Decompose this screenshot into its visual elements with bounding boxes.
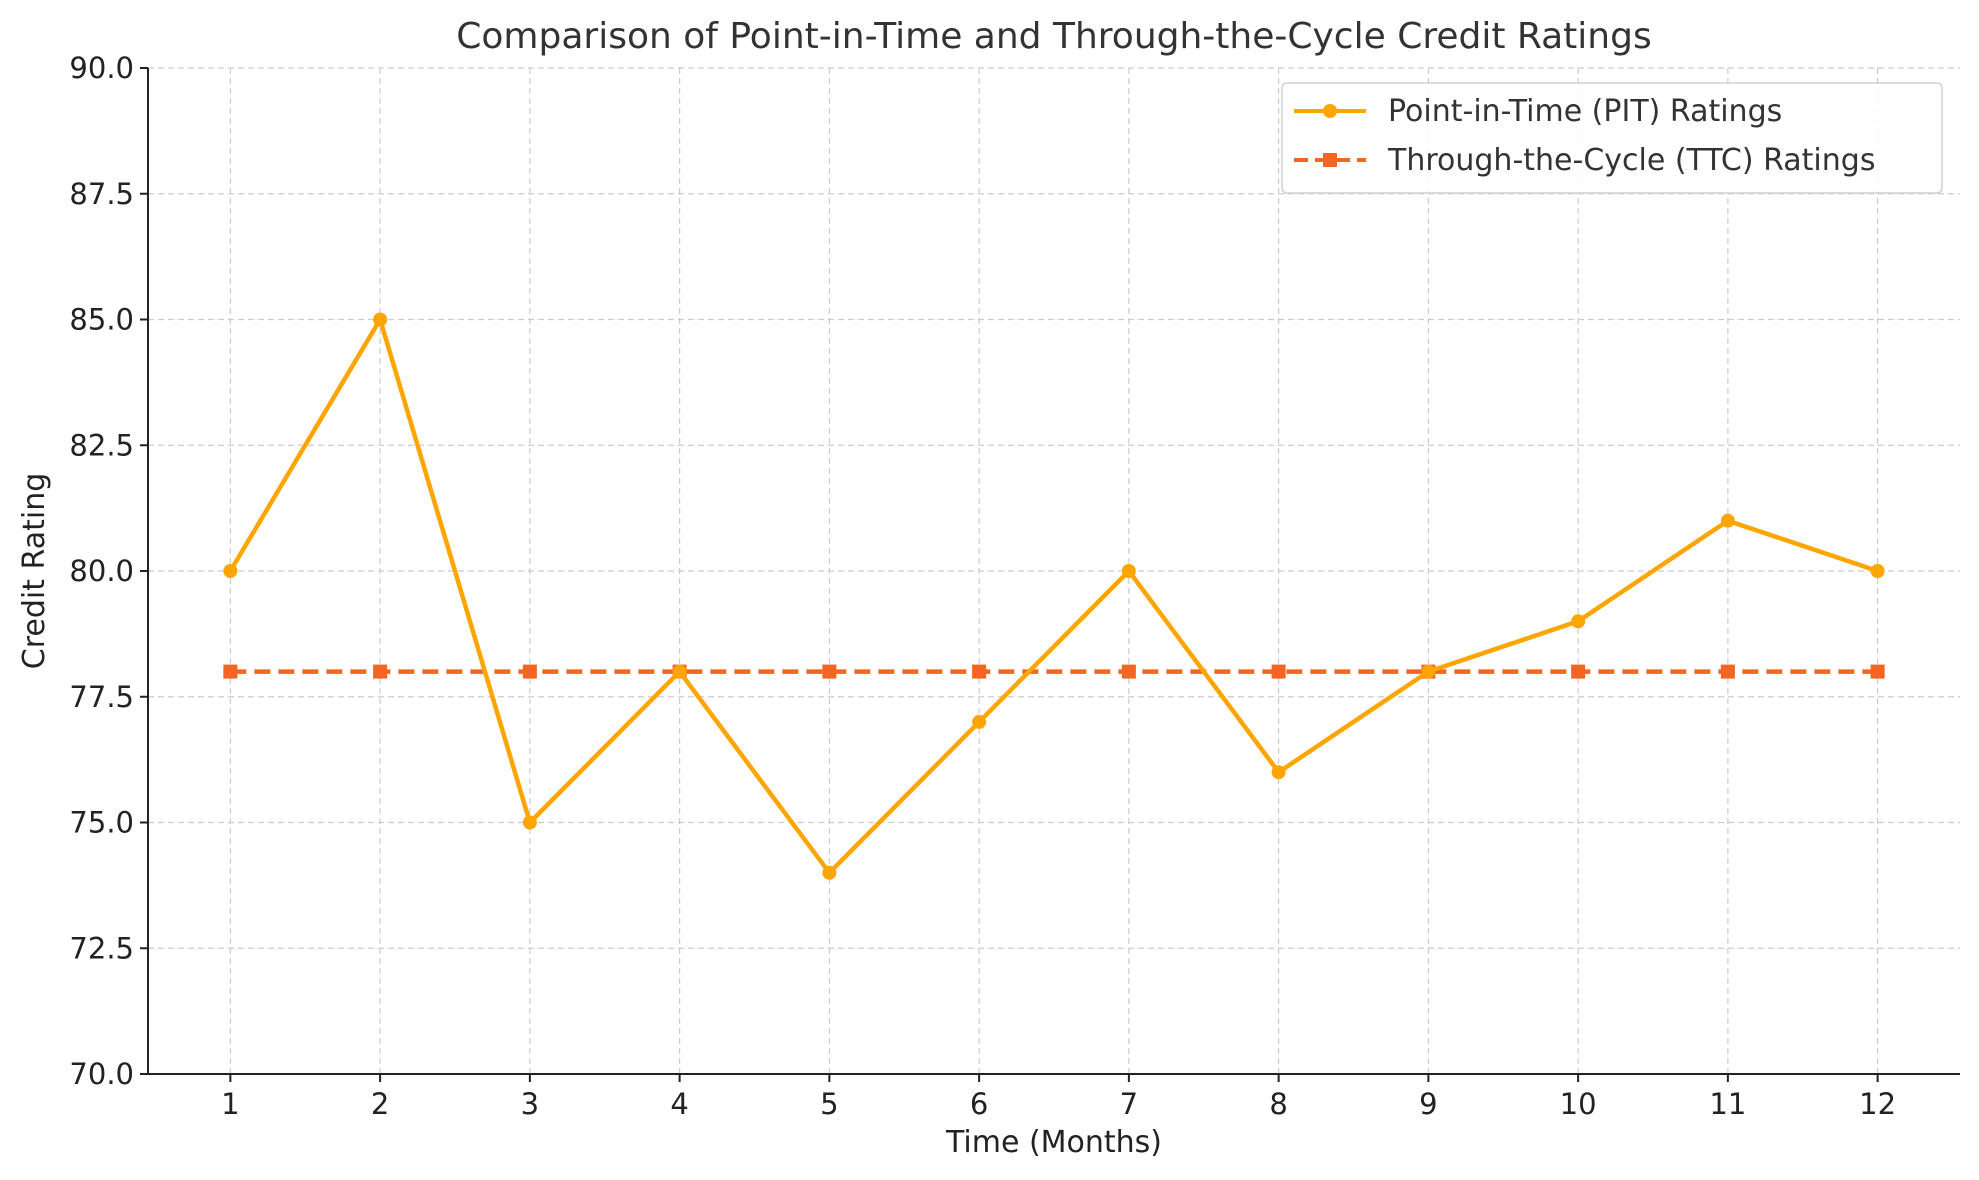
data-point-pit [1121,564,1136,578]
x-tick-label: 10 [1560,1087,1597,1121]
series-line-pit [228,317,1880,876]
data-point-pit [672,664,687,679]
data-point-ttc [373,664,388,679]
data-point-ttc [522,664,537,679]
y-tick-label: 90.0 [69,51,134,85]
x-tick-label: 12 [1859,1087,1896,1121]
y-tick-label: 70.0 [69,1057,134,1091]
data-point-pit [1870,564,1885,578]
x-tick-label: 7 [1120,1087,1138,1121]
legend-box [1281,82,1943,194]
y-tick-label: 80.0 [69,554,134,588]
x-tick-label: 4 [670,1087,688,1121]
x-tick-label: 8 [1269,1087,1287,1121]
x-tick-label: 11 [1709,1087,1746,1121]
y-axis-label: Credit Rating [17,473,52,669]
x-tick-label: 1 [221,1087,239,1121]
x-tick-label: 5 [820,1087,838,1121]
data-point-ttc [223,664,238,679]
legend-entry-ttc: Through-the-Cycle (TTC) Ratings [1294,143,1875,178]
data-point-ttc [1720,664,1735,679]
x-tick-label: 2 [371,1087,389,1121]
data-point-ttc [822,664,837,679]
data-point-pit [1571,614,1586,629]
x-tick-label: 6 [970,1087,988,1121]
x-axis-label: Time (Months) [945,1125,1162,1160]
data-point-ttc [1571,664,1586,679]
tick-labels: 1 2 3 4 5 6 7 8 9 10 11 1270.072.575.077.580.082.58… [69,51,1896,1121]
data-point-pit [822,865,837,880]
legend-label-pit: Point-in-Time (PIT) Ratings [1388,94,1782,129]
chart-title: Comparison of Point-in-Time and Through-… [456,16,1651,57]
series-layer [223,312,1885,880]
y-tick-label: 82.5 [69,428,134,462]
data-point-pit [1720,513,1735,528]
legend: Point-in-Time (PIT) Ratings Through-the-… [1281,82,1943,194]
data-point-ttc [1870,664,1885,679]
data-point-ttc [972,664,987,679]
legend-entry-pit: Point-in-Time (PIT) Ratings [1294,94,1782,129]
data-point-ttc [1271,664,1286,679]
x-tick-label: 3 [521,1087,539,1121]
y-tick-label: 75.0 [69,806,134,840]
x-tick-label: 9 [1419,1087,1437,1121]
y-tick-label: 87.5 [69,177,134,211]
data-point-ttc [1121,664,1136,679]
legend-marker-pit [1323,104,1337,118]
data-point-pit [373,312,388,327]
y-tick-label: 77.5 [69,680,134,714]
data-point-pit [1271,765,1286,780]
legend-label-ttc: Through-the-Cycle (TTC) Ratings [1387,143,1875,178]
data-point-pit [522,815,537,830]
legend-marker-ttc [1323,153,1337,167]
y-tick-label: 72.5 [69,931,134,965]
y-tick-label: 85.0 [69,303,134,337]
data-point-pit [1421,664,1436,679]
data-point-pit [223,564,238,578]
data-point-pit [972,714,987,729]
